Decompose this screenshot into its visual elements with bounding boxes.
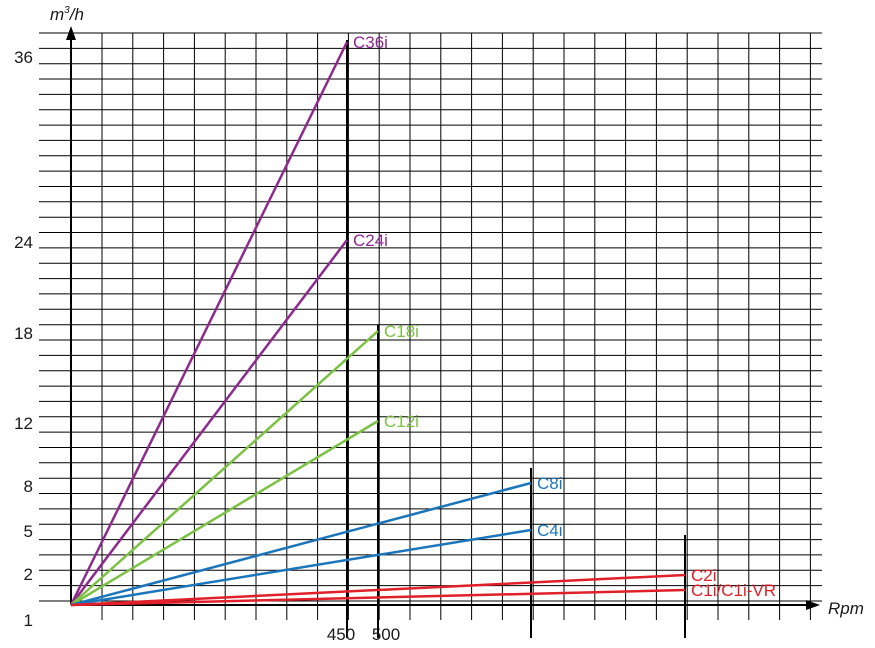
series-label: C18i	[384, 322, 419, 341]
x-axis-label: Rpm	[828, 599, 864, 618]
series-label: C36i	[353, 33, 388, 52]
y-axis-label: m3/h	[50, 5, 84, 24]
series-line-c36i	[69, 41, 349, 606]
y-tick-label: 2	[24, 565, 33, 584]
series-label: C8i	[537, 474, 563, 493]
series-line-c8i	[70, 481, 532, 607]
x-axis-arrow-icon	[806, 600, 820, 610]
y-tick-label: 12	[14, 414, 33, 433]
y-axis-arrow-icon	[66, 26, 76, 40]
end-markers	[346, 40, 686, 638]
series-line-c18i	[70, 330, 379, 606]
series-label: C24i	[353, 231, 388, 250]
series-label: C1i/C1i-VR	[691, 581, 776, 600]
y-tick-label: 5	[24, 522, 33, 541]
series-label: C12i	[384, 412, 419, 431]
chart-grid	[39, 32, 822, 620]
x-tick-labels: 450 500	[327, 625, 400, 644]
y-tick-label: 8	[24, 477, 33, 496]
y-tick-label: 36	[14, 48, 33, 67]
series-label: C2i	[691, 566, 717, 585]
series-line-c1i-c1i-vr	[70, 588, 686, 607]
series-line-c24i	[70, 239, 348, 606]
x-tick-label: 450	[327, 625, 355, 644]
series-line-c2i	[70, 573, 686, 607]
chart-axes	[66, 26, 820, 610]
series-label: C4i	[537, 521, 563, 540]
series-line-c12i	[70, 419, 379, 607]
x-tick-label: 500	[372, 625, 400, 644]
y-tick-label: 18	[14, 324, 33, 343]
series-line-c4i	[70, 528, 532, 607]
y-tick-label: 24	[14, 233, 33, 252]
y-tick-label: 1	[24, 611, 33, 630]
series-lines	[69, 41, 686, 607]
